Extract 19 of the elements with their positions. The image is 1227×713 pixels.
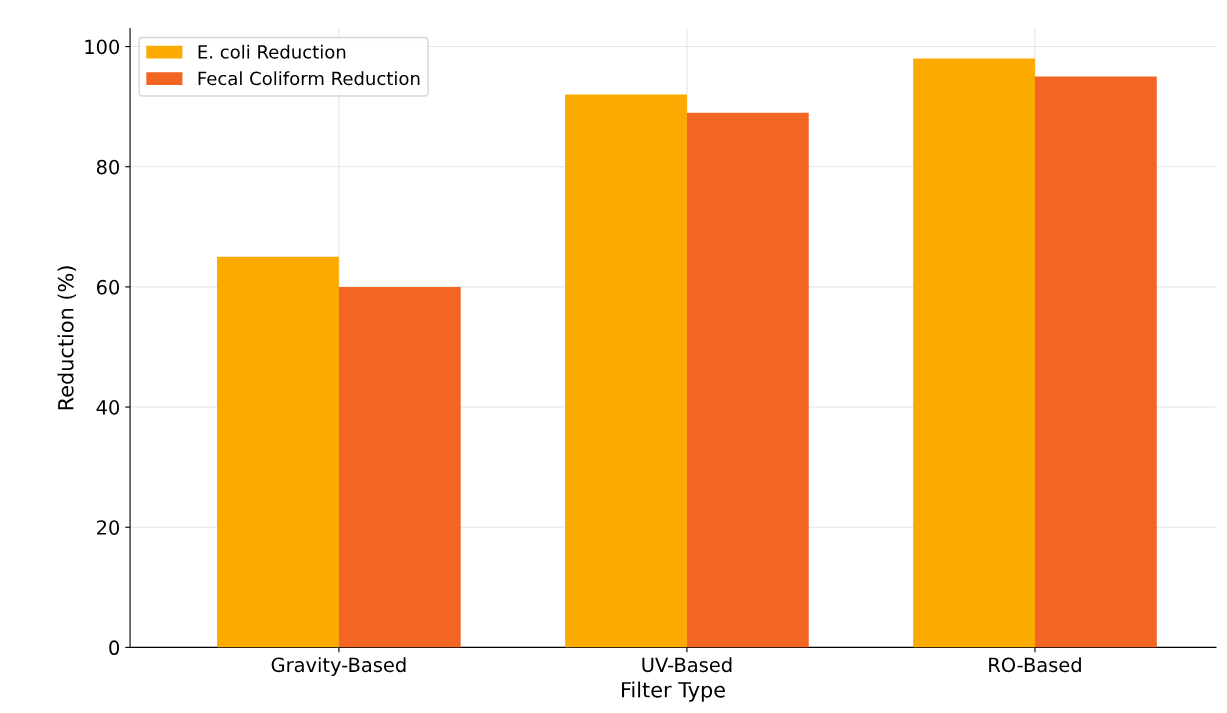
y-tick-label: 20 bbox=[97, 520, 120, 535]
x-tick-label: RO-Based bbox=[989, 657, 1081, 673]
y-tick-label: 0 bbox=[109, 640, 120, 656]
x-axis-title: Filter Type bbox=[622, 681, 725, 702]
y-tick-label: 100 bbox=[85, 39, 120, 55]
x-tick-label: Gravity-Based bbox=[271, 657, 406, 676]
bar bbox=[338, 286, 461, 648]
bar bbox=[913, 58, 1035, 648]
bar bbox=[1034, 76, 1157, 648]
x-tick-label: UV-Based bbox=[642, 657, 732, 673]
y-tick-label: 60 bbox=[96, 279, 120, 295]
legend-label: E. coli Reduction bbox=[198, 44, 346, 59]
y-tick-label: 80 bbox=[96, 159, 120, 175]
bar bbox=[217, 256, 339, 648]
y-axis-title: Reduction (%) bbox=[57, 266, 77, 410]
legend-label: Fecal Coliform Reduction bbox=[198, 71, 420, 86]
bar bbox=[686, 112, 809, 648]
y-tick-label: 40 bbox=[96, 400, 120, 415]
bar bbox=[565, 94, 687, 648]
